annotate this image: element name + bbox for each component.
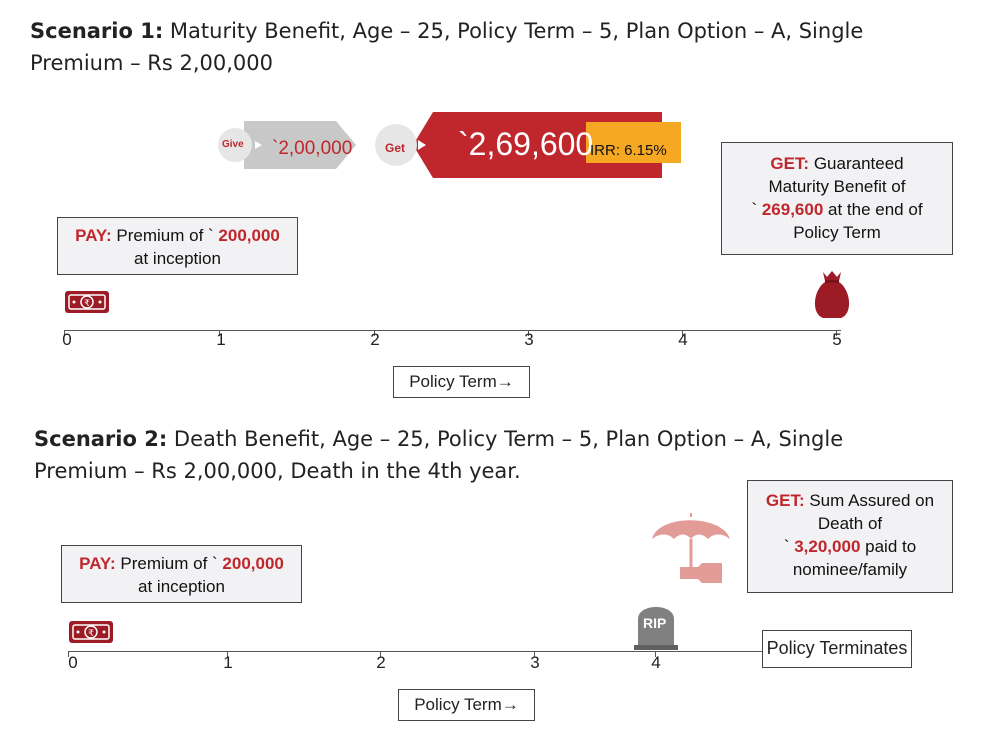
tick-label: 2 <box>376 653 386 672</box>
get-box-line4: Policy Term <box>793 223 881 242</box>
give-label: Give <box>222 139 244 150</box>
get-box-line2: Maturity Benefit of <box>768 177 906 196</box>
scenario1-title-bold: Scenario 1: <box>30 19 164 43</box>
give-arrow-shape <box>244 121 356 169</box>
get2-box-line3-post: paid to <box>860 537 917 556</box>
get2-box-line3-pre: ` <box>783 537 795 556</box>
scenario2-get-box: GET: Sum Assured on Death of ` 3,20,000 … <box>747 480 953 593</box>
give-pointer <box>255 141 262 149</box>
axis-tick <box>836 330 837 336</box>
tick-label: 1 <box>216 330 226 349</box>
get2-box-lead: GET: <box>765 491 805 510</box>
scenario2-title: Scenario 2: Death Benefit, Age – 25, Pol… <box>34 423 994 487</box>
scenario2-title-line2: Premium – Rs 2,00,000, Death in the 4th … <box>34 459 521 483</box>
tick-label: 3 <box>524 330 534 349</box>
tick-label: 4 <box>651 653 661 672</box>
tick-label: 0 <box>68 653 78 672</box>
rip-text: RIP <box>643 615 667 631</box>
pay2-amount: 200,000 <box>222 554 284 573</box>
get-box-line3-post: at the end of <box>823 200 923 219</box>
scenario1-title: Scenario 1: Maturity Benefit, Age – 25, … <box>30 15 990 79</box>
irr-badge: IRR: 6.15% <box>590 142 667 159</box>
give-get-graphic <box>218 112 681 178</box>
get-amount: `2,69,600 <box>458 126 594 162</box>
pay2-lead: PAY: <box>79 554 116 573</box>
cash-icon: ₹ <box>65 291 109 313</box>
scenario1-policy-term: Policy Term→ <box>393 366 530 398</box>
get2-box-text: Sum Assured on <box>804 491 935 510</box>
tick-label: 1 <box>223 653 233 672</box>
get-pointer <box>418 140 426 150</box>
scenario1-axis <box>64 330 841 331</box>
axis-tick <box>655 651 656 657</box>
tick-label: 0 <box>62 330 72 349</box>
get2-box-line4: nominee/family <box>792 560 908 579</box>
get2-box-amount: 3,20,000 <box>794 537 861 556</box>
get-box-lead: GET: <box>770 154 810 173</box>
umbrella-icon <box>652 513 730 583</box>
tick-label: 3 <box>530 653 540 672</box>
scenario2-pay-box: PAY: Premium of ` 200,000 at inception <box>61 545 302 603</box>
pay2-text: Premium of ` <box>115 554 223 573</box>
svg-text:₹: ₹ <box>88 629 94 639</box>
money-bag-icon <box>814 271 850 318</box>
axis-tick <box>380 651 381 657</box>
tick-label: 4 <box>678 330 688 349</box>
axis-tick <box>68 651 69 657</box>
scenario1-title-rest: Maturity Benefit, Age – 25, Policy Term … <box>163 19 864 43</box>
tick-label: 2 <box>370 330 380 349</box>
tombstone-icon <box>634 607 678 650</box>
scenario1-get-box: GET: Guaranteed Maturity Benefit of ` 26… <box>721 142 953 255</box>
axis-tick <box>682 330 683 336</box>
pay-line2: at inception <box>134 249 221 268</box>
axis-tick <box>534 651 535 657</box>
axis-tick <box>219 330 220 336</box>
axis-tick <box>374 330 375 336</box>
give-amount: `2,00,000 <box>272 138 353 159</box>
get-label: Get <box>385 141 406 155</box>
pay-lead: PAY: <box>75 226 112 245</box>
get2-box-line2: Death of <box>817 514 883 533</box>
scenario1-title-line2: Premium – Rs 2,00,000 <box>30 51 274 75</box>
get-box-text: Guaranteed <box>809 154 904 173</box>
svg-text:₹: ₹ <box>84 299 90 309</box>
tick-label: 5 <box>832 330 842 349</box>
scenario1-pay-box: PAY: Premium of ` 200,000 at inception <box>57 217 298 275</box>
axis-tick <box>64 330 65 336</box>
scenario2-axis <box>68 651 765 652</box>
get-circle <box>375 124 417 166</box>
give-circle <box>218 128 252 162</box>
pay-text: Premium of ` <box>111 226 219 245</box>
axis-tick <box>528 330 529 336</box>
scenario2-policy-term: Policy Term→ <box>398 689 535 721</box>
scenario2-title-bold: Scenario 2: <box>34 427 168 451</box>
pay-amount: 200,000 <box>218 226 280 245</box>
pay2-line2: at inception <box>138 577 225 596</box>
irr-badge-bg <box>586 122 681 163</box>
policy-terminates-box: Policy Terminates <box>762 630 912 668</box>
scenario2-title-rest: Death Benefit, Age – 25, Policy Term – 5… <box>167 427 844 451</box>
get-box-amount: 269,600 <box>761 200 824 219</box>
get-box-line3-pre: ` <box>751 200 762 219</box>
axis-tick <box>227 651 228 657</box>
cash-icon: ₹ <box>69 621 113 643</box>
